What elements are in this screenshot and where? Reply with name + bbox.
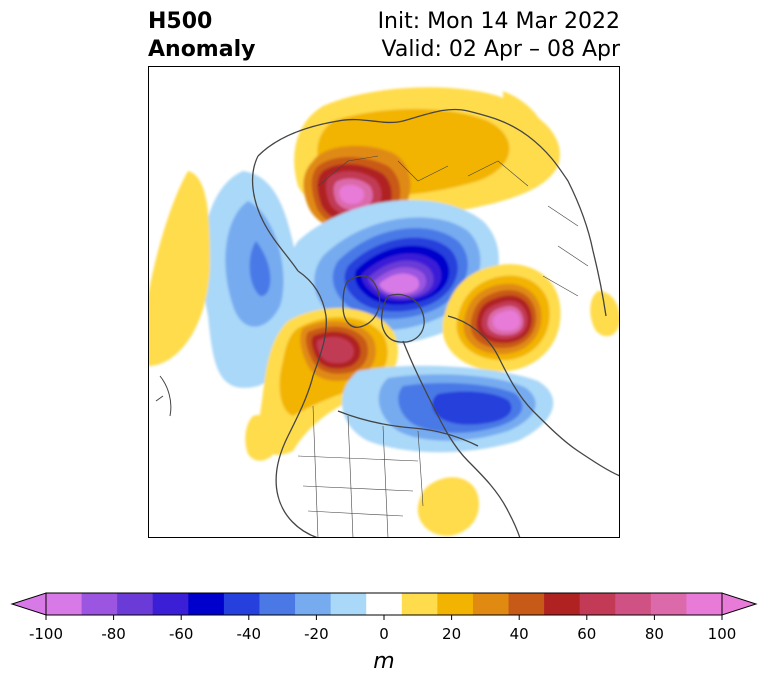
- colorbar-tick-label: 100: [708, 625, 737, 643]
- colorbar-cell: [472, 593, 510, 615]
- colorbar-cell: [544, 593, 581, 615]
- title-variable: H500: [148, 9, 213, 34]
- colorbar-cell: [188, 593, 225, 615]
- ridge-gulf-of-mexico: [245, 415, 479, 536]
- colorbar-tick-label: 60: [577, 625, 596, 643]
- ridge-alaska-bering: [442, 264, 620, 372]
- colorbar-cell: [223, 593, 260, 615]
- valid-range: Valid: 02 Apr – 08 Apr: [381, 37, 621, 62]
- colorbar-tick-label: 20: [442, 625, 461, 643]
- title-field: Anomaly: [148, 37, 256, 62]
- colorbar-cell: [508, 593, 545, 615]
- colorbar-cell: [401, 593, 438, 615]
- colorbar: -100 -80 -60 -40 -20 0 20 40 60 80 100 m: [10, 592, 758, 674]
- colorbar-cell: [686, 593, 723, 615]
- trough-north-atlantic: [341, 365, 554, 453]
- map-frame: [148, 66, 620, 538]
- colorbar-extend-high: [721, 592, 758, 616]
- colorbar-tick-label: 0: [379, 625, 389, 643]
- colorbar-tick-label: -60: [169, 625, 194, 643]
- colorbar-cell: [650, 593, 687, 615]
- colorbar-tick-label: -40: [237, 625, 262, 643]
- chart-title-right: Init: Mon 14 Mar 2022 Valid: 02 Apr – 08…: [378, 8, 620, 64]
- coastlines: [155, 108, 620, 538]
- colorbar-cell: [259, 593, 296, 615]
- colorbar-tick-label: -100: [29, 625, 63, 643]
- colorbar-cell: [615, 593, 652, 615]
- colorbar-cell: [117, 593, 154, 615]
- colorbar-cell: [81, 593, 118, 615]
- colorbar-cell: [579, 593, 616, 615]
- colorbar-cell: [330, 593, 367, 615]
- init-date: Init: Mon 14 Mar 2022: [377, 9, 620, 34]
- colorbar-cells: [10, 592, 758, 616]
- anomaly-map: [148, 66, 620, 538]
- colorbar-ticks: -100 -80 -60 -40 -20 0 20 40 60 80 100: [29, 615, 736, 643]
- colorbar-unit-label: m: [373, 649, 394, 674]
- colorbar-extend-low: [10, 592, 47, 616]
- colorbar-cell: [366, 593, 403, 615]
- colorbar-tick-label: -20: [304, 625, 329, 643]
- ridge-west-edge: [148, 171, 210, 366]
- ridge-western-canada: [257, 308, 399, 455]
- colorbar-tick-label: -80: [101, 625, 126, 643]
- colorbar-cell: [46, 593, 83, 615]
- colorbar-tick-label: 40: [510, 625, 529, 643]
- chart-title-left: H500 Anomaly: [148, 8, 255, 64]
- colorbar-cell: [295, 593, 332, 615]
- colorbar-tick-label: 80: [645, 625, 664, 643]
- ridge-north-europe-asia: [294, 87, 560, 234]
- colorbar-cell: [152, 593, 189, 615]
- colorbar-cell: [437, 593, 474, 615]
